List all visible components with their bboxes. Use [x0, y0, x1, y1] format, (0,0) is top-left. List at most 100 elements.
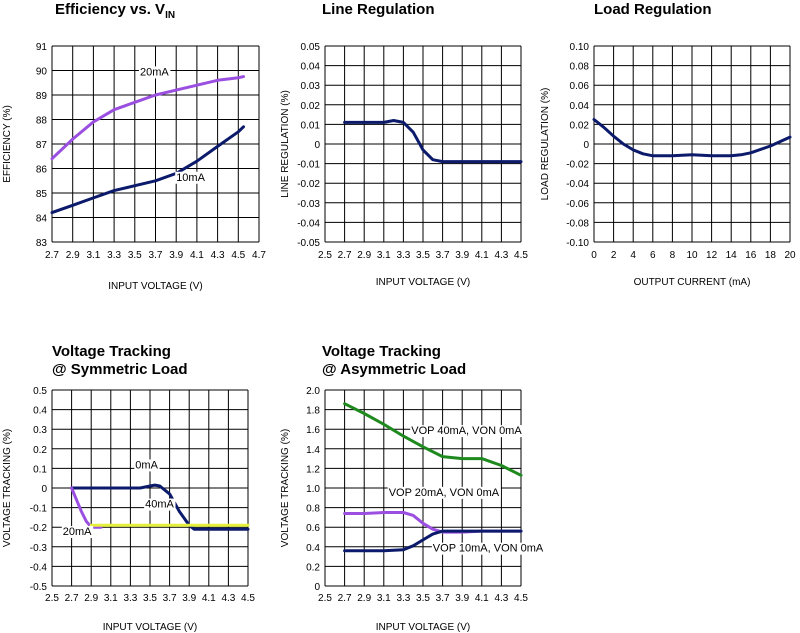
- y-tick-label: -0.10: [566, 238, 589, 249]
- series-line-0ma: [70, 483, 250, 531]
- y-tick-label: -0.08: [566, 218, 589, 229]
- x-axis-label: INPUT VOLTAGE (V): [376, 622, 470, 633]
- x-tick-label: 3.1: [377, 593, 391, 604]
- x-tick-label: 3.5: [416, 250, 430, 261]
- chart-title: Load Regulation: [594, 1, 712, 18]
- x-tick-label: 4.1: [475, 593, 489, 604]
- y-tick-label: 0.1: [33, 464, 47, 475]
- y-axis-label: EFFICIENCY (%): [2, 105, 13, 183]
- y-tick-label: 85: [36, 189, 48, 200]
- annotation-label: VOP 10mA, VON 0mA: [433, 543, 544, 555]
- y-tick-label: 0.01: [301, 120, 321, 131]
- annotation-bg: [144, 498, 176, 511]
- x-tick-label: 2.7: [45, 250, 59, 261]
- y-tick-label: -0.04: [566, 179, 589, 190]
- x-tick-label: 3.7: [163, 593, 177, 604]
- y-tick-label: 87: [36, 140, 48, 151]
- y-tick-label: 0.03: [301, 81, 321, 92]
- y-tick-label: -0.2: [30, 523, 48, 534]
- annotation-bg: [410, 425, 524, 438]
- x-tick-label: 3.5: [143, 593, 157, 604]
- y-tick-label: 0.2: [306, 562, 320, 573]
- chart-title-line2: @ Symmetric Load: [52, 361, 188, 378]
- x-axis-label: INPUT VOLTAGE (V): [103, 622, 197, 633]
- y-tick-label: 0.02: [570, 120, 590, 131]
- annotation-label: VOP 20mA, VON 0mA: [389, 487, 500, 499]
- chart-title-line2: @ Asymmetric Load: [322, 361, 466, 378]
- series-line-10ma: [50, 125, 245, 215]
- x-tick-label: 3.9: [182, 593, 196, 604]
- y-tick-label: 0: [314, 582, 320, 593]
- chart-title: Efficiency vs. VIN: [55, 1, 175, 21]
- annotation-label: VOP 40mA, VON 0mA: [411, 425, 522, 437]
- x-tick-label: 2.5: [318, 593, 332, 604]
- annotation-bg: [134, 459, 160, 472]
- x-tick-label: 3.3: [123, 593, 137, 604]
- x-axis-label: INPUT VOLTAGE (V): [108, 281, 202, 292]
- x-tick-label: 4.3: [221, 593, 235, 604]
- y-tick-label: 1.6: [306, 425, 320, 436]
- x-tick-label: 3.3: [107, 250, 121, 261]
- y-tick-label: 0.3: [33, 425, 47, 436]
- x-tick-label: 20: [784, 250, 796, 261]
- y-tick-label: 0: [314, 140, 320, 151]
- y-tick-label: 1.8: [306, 406, 320, 417]
- x-tick-label: 4.5: [514, 250, 528, 261]
- x-tick-label: 4.7: [252, 250, 266, 261]
- y-tick-label: 88: [36, 116, 48, 127]
- series-line-data: [592, 118, 792, 158]
- y-tick-label: 0.06: [570, 81, 590, 92]
- y-tick-label: 0.5: [33, 386, 47, 397]
- y-axis-label: LINE REGULATION (%): [280, 90, 291, 198]
- y-tick-label: 86: [36, 165, 48, 176]
- x-tick-label: 4.3: [494, 250, 508, 261]
- x-tick-label: 4.1: [475, 250, 489, 261]
- y-tick-label: 89: [36, 91, 48, 102]
- y-tick-label: 0: [583, 140, 589, 151]
- chart-line_regulation: Line Regulation 2.5 2.7 2.9 3.1 3.3 3.5 3.7 3.9 4…: [280, 1, 528, 288]
- x-tick-label: 4.1: [190, 250, 204, 261]
- annotation-label: 20mA: [140, 66, 169, 78]
- x-tick-label: 4.5: [514, 593, 528, 604]
- annotation-label: 20mA: [63, 526, 92, 538]
- y-tick-label: 1.4: [306, 445, 320, 456]
- y-tick-label: 2.0: [306, 386, 320, 397]
- x-tick-label: 3.5: [128, 250, 142, 261]
- x-tick-label: 3.5: [416, 593, 430, 604]
- annotation-label: 40mA: [145, 499, 174, 511]
- annotation-bg: [175, 171, 207, 184]
- x-tick-label: 3.7: [436, 593, 450, 604]
- chart-title-subscript: IN: [165, 10, 175, 21]
- annotation-bg: [387, 486, 501, 499]
- y-tick-label: -0.05: [297, 238, 320, 249]
- x-tick-label: 3.3: [396, 250, 410, 261]
- x-tick-label: 18: [765, 250, 777, 261]
- x-tick-label: 12: [706, 250, 718, 261]
- x-tick-label: 2.9: [66, 250, 80, 261]
- x-tick-label: 4: [630, 250, 636, 261]
- chart-tracking_asymmetric: Voltage Tracking@ Asymmetric Load 2.5 2.7 2…: [280, 343, 545, 633]
- y-tick-label: 0: [41, 484, 47, 495]
- x-tick-label: 10: [686, 250, 698, 261]
- chart-efficiency: Efficiency vs. VIN 2.7 2.9 3.1 3.3 3.5 3.7 3.9 4…: [2, 1, 266, 292]
- annotation-bg: [431, 542, 545, 555]
- chart-title: Line Regulation: [322, 1, 435, 18]
- y-tick-label: 91: [36, 42, 48, 53]
- x-tick-label: 0: [591, 250, 597, 261]
- y-axis-label: VOLTAGE TRACKING (%): [280, 429, 291, 547]
- y-tick-label: 0.08: [570, 62, 590, 73]
- x-tick-label: 2.7: [338, 593, 352, 604]
- x-tick-label: 3.9: [169, 250, 183, 261]
- x-tick-label: 3.7: [149, 250, 163, 261]
- y-tick-label: -0.4: [30, 562, 48, 573]
- series-line-data: [343, 119, 523, 164]
- series-line-vop-20ma-von-0ma: [343, 511, 523, 534]
- y-tick-label: 0.05: [301, 42, 321, 53]
- series-line-20ma: [70, 486, 103, 529]
- y-tick-label: 0.10: [570, 42, 590, 53]
- x-tick-label: 4.3: [494, 593, 508, 604]
- y-tick-label: 0.6: [306, 523, 320, 534]
- x-tick-label: 14: [726, 250, 738, 261]
- x-tick-label: 2.5: [318, 250, 332, 261]
